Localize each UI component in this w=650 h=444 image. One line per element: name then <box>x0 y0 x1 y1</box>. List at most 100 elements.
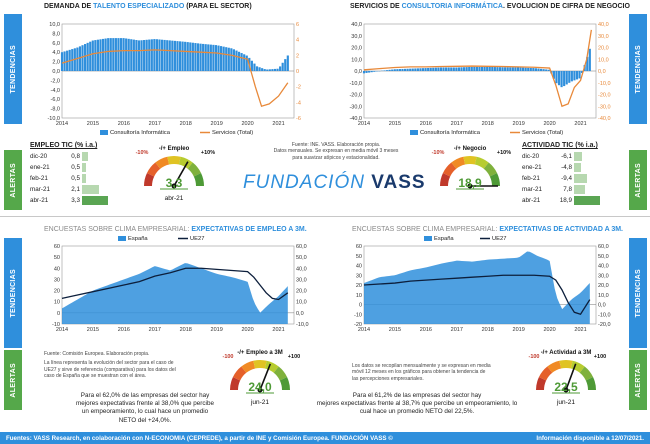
x-tick-label: 2016 <box>420 121 432 127</box>
bar <box>547 69 550 71</box>
bar <box>237 51 241 71</box>
bar <box>570 71 573 82</box>
bar <box>253 63 256 71</box>
y2-tick-label: 30,0 <box>296 277 307 283</box>
row-value: 0,5 <box>71 175 80 182</box>
gauge-segment <box>178 156 193 169</box>
y2-tick-label: -20,0 <box>598 93 611 99</box>
bar <box>212 44 215 71</box>
gauge-segment <box>559 360 573 369</box>
bar <box>63 51 66 71</box>
bar <box>403 68 407 71</box>
bar <box>184 41 187 71</box>
legend-label: Servicios (Total) <box>212 130 253 136</box>
bar <box>230 48 233 71</box>
bar <box>455 67 458 71</box>
legend-label: UE27 <box>190 236 205 242</box>
bar <box>419 68 422 71</box>
y2-tick-label: 20,0 <box>598 283 609 289</box>
bar <box>176 41 179 71</box>
bar <box>243 54 246 71</box>
bar <box>368 71 371 73</box>
y2-tick-label: -40,0 <box>598 116 611 122</box>
gauge-max: +100 <box>594 354 606 360</box>
bar <box>473 66 476 71</box>
bar <box>470 66 473 71</box>
bar <box>529 67 532 71</box>
table-row: ene-21 -4,8 <box>522 162 600 173</box>
bar <box>158 39 161 71</box>
bar <box>552 71 555 79</box>
x-tick-label: 2014 <box>358 327 370 333</box>
y2-tick-label: -10,0 <box>598 312 611 318</box>
gauge-title: -/+ Actividad a 3M <box>541 350 592 356</box>
y-tick-label: 60 <box>356 244 362 250</box>
gauge-title: -/+ Empleo a 3M <box>237 350 283 356</box>
gauge-min: -100 <box>222 354 233 360</box>
y2-tick-label: 50,0 <box>598 254 609 260</box>
y-tick-label: 10 <box>356 293 362 299</box>
bar <box>125 38 128 71</box>
gauge-segment <box>440 172 451 186</box>
side-label-alertas-tl: ALERTAS <box>4 150 22 210</box>
row-date: abr-21 <box>522 197 541 204</box>
row-date: mar-21 <box>522 186 542 193</box>
bar <box>173 40 176 71</box>
bar <box>194 43 197 71</box>
bar <box>281 62 284 71</box>
bar <box>509 67 512 71</box>
y-tick-label: 50 <box>54 255 60 261</box>
bar <box>383 70 386 71</box>
row-date: feb-21 <box>30 175 48 182</box>
bar <box>409 68 412 71</box>
y2-tick-label: 40,0 <box>598 22 609 28</box>
bar <box>362 71 366 74</box>
y2-tick-label: -2 <box>296 85 301 91</box>
side-label-alertas-br: ALERTAS <box>629 350 647 410</box>
row-bar <box>574 185 585 194</box>
summary-empleo-3m: Para el 62,0% de las empresas del sector… <box>76 392 214 424</box>
table-row: dic-20 -6,1 <box>522 151 600 162</box>
legend-label: Consultoría Informática <box>110 130 171 136</box>
gauge-segment <box>167 156 181 165</box>
panel-title-empleo-3m: ENCUESTAS SOBRE CLIMA EMPRESARIAL: EXPEC… <box>44 226 307 233</box>
gauge-segment <box>230 376 241 390</box>
y2-tick-label: 10,0 <box>598 293 609 299</box>
gauge-segment <box>579 366 594 381</box>
y-tick-label: -10 <box>52 322 60 328</box>
side-label-alertas-bl: ALERTAS <box>4 350 22 410</box>
gauge-min: -10% <box>432 150 445 156</box>
bar <box>143 40 146 71</box>
method-note: Los datos se recopilan mensualmente y se… <box>352 363 491 382</box>
bar <box>60 52 64 71</box>
bar <box>450 67 453 71</box>
bar <box>534 68 538 71</box>
gauge-segment <box>547 360 562 373</box>
row-bar <box>82 174 86 183</box>
bar <box>284 59 287 71</box>
y-tick-label: -8,0 <box>51 107 60 113</box>
bar <box>511 67 514 71</box>
table-row: feb-21 -9,4 <box>522 173 600 184</box>
bar <box>222 46 225 71</box>
bar <box>104 38 107 71</box>
x-tick-label: 2020 <box>241 327 253 333</box>
bar <box>191 42 194 71</box>
side-label-alertas-tr: ALERTAS <box>629 150 647 210</box>
bar <box>516 67 520 71</box>
bar <box>209 44 212 71</box>
x-tick-label: 2016 <box>118 121 130 127</box>
y2-tick-label: 0,0 <box>296 311 304 317</box>
bar <box>189 42 192 71</box>
bar <box>96 39 100 71</box>
table-row: dic-20 0,8 <box>30 151 108 162</box>
bar <box>563 71 566 87</box>
bar <box>84 44 87 71</box>
bar <box>117 38 120 71</box>
bar <box>537 68 540 71</box>
y-tick-label: -6,0 <box>51 97 60 103</box>
bar <box>406 68 409 71</box>
bar <box>268 69 271 71</box>
legend-swatch <box>118 236 126 241</box>
y-tick-label: 30 <box>54 277 60 283</box>
